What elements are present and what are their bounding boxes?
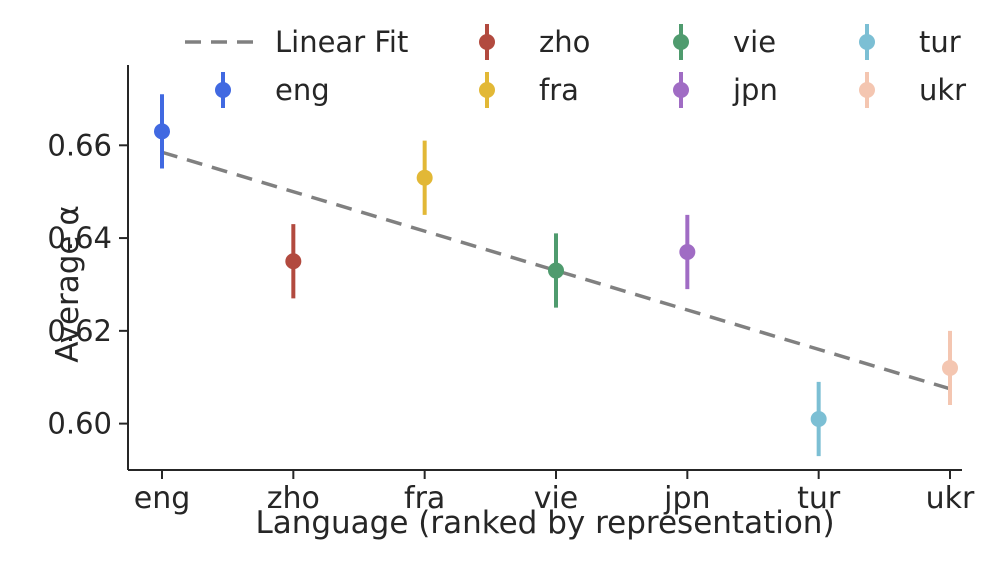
legend-entry-jpn: jpn	[673, 72, 778, 108]
marker-fra	[416, 169, 433, 186]
legend-entry-eng: eng	[215, 72, 330, 108]
x-tick-label: ukr	[926, 481, 975, 516]
legend-label: eng	[275, 73, 330, 107]
legend-label: vie	[733, 25, 776, 59]
marker-ukr	[942, 359, 958, 376]
legend-marker-icon	[673, 34, 689, 50]
x-tick-label: eng	[134, 481, 191, 516]
x-tick-label: vie	[534, 481, 579, 516]
legend-entry-vie: vie	[673, 24, 776, 60]
legend-label: fra	[539, 73, 579, 107]
point-eng	[154, 94, 170, 169]
legend-marker-icon	[479, 82, 495, 98]
y-tick-label: 0.60	[47, 407, 112, 441]
legend-entry-tur: tur	[859, 24, 961, 60]
point-zho	[285, 224, 302, 299]
y-tick-label: 0.62	[47, 314, 112, 348]
point-vie	[548, 233, 564, 308]
legend-marker-icon	[859, 82, 875, 98]
legend-marker-icon	[215, 82, 231, 98]
point-fra	[416, 140, 433, 215]
marker-tur	[810, 410, 827, 427]
legend-marker-icon	[859, 34, 875, 50]
legend-entry-ukr: ukr	[859, 72, 966, 108]
legend-entry-zho: zho	[479, 24, 590, 60]
legend-label: tur	[919, 25, 961, 59]
marker-zho	[285, 253, 302, 270]
legend-marker-icon	[479, 34, 495, 50]
legend-entry-fra: fra	[479, 72, 579, 108]
legend-label: zho	[539, 25, 590, 59]
x-axis-label: Language (ranked by representation)	[255, 505, 835, 541]
point-tur	[810, 381, 827, 457]
marker-vie	[548, 262, 564, 279]
legend-label: jpn	[732, 73, 778, 107]
point-ukr	[942, 330, 958, 406]
marker-jpn	[679, 243, 696, 260]
x-tick-label: fra	[404, 481, 445, 516]
y-tick-label: 0.66	[47, 128, 112, 162]
marker-eng	[154, 123, 170, 140]
legend-label: Linear Fit	[275, 25, 408, 59]
x-tick-label: zho	[267, 481, 320, 516]
x-tick-label: jpn	[663, 481, 710, 516]
legend-marker-icon	[673, 82, 689, 98]
y-tick-label: 0.64	[47, 221, 112, 255]
legend-entry-linear-fit: Linear Fit	[185, 25, 408, 59]
legend-label: ukr	[919, 73, 966, 107]
y-axis-label: Average α	[50, 205, 86, 363]
point-jpn	[679, 214, 696, 290]
x-tick-label: tur	[797, 481, 841, 516]
linear-fit-line	[161, 150, 951, 391]
